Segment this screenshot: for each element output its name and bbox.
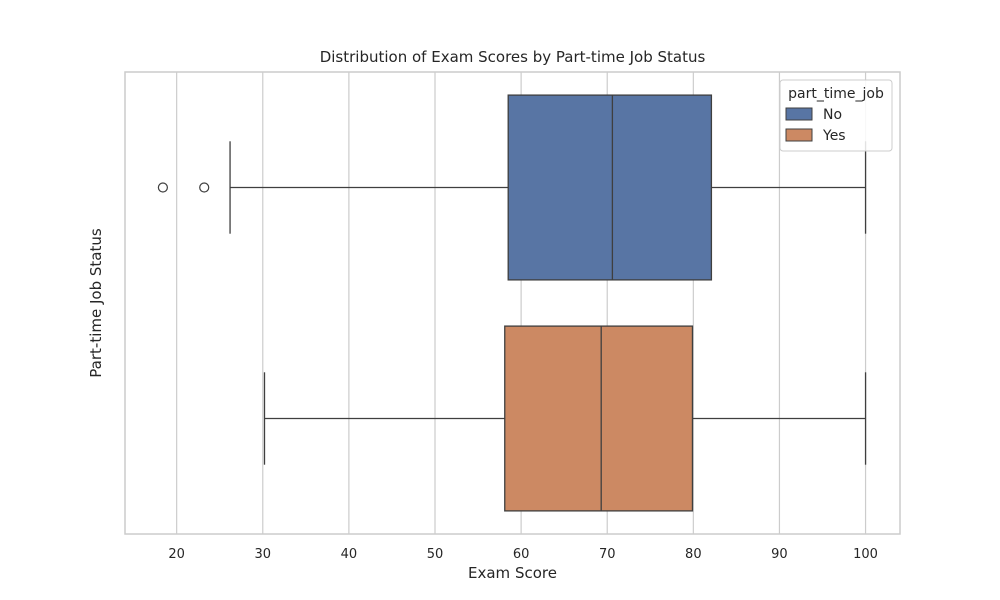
x-axis-label: Exam Score	[468, 564, 557, 582]
chart-title: Distribution of Exam Scores by Part-time…	[319, 48, 706, 66]
outlier-point	[157, 182, 168, 193]
legend-label-no: No	[823, 107, 842, 123]
legend-label-yes: Yes	[822, 128, 846, 144]
x-tick-label: 60	[513, 547, 530, 562]
box-yes	[504, 325, 694, 512]
x-tick-label: 90	[771, 547, 788, 562]
x-tick-label: 20	[168, 547, 185, 562]
box-no	[507, 94, 713, 281]
legend-title: part_time_job	[788, 86, 884, 102]
x-tick-label: 100	[853, 547, 878, 562]
x-tick-label: 70	[599, 547, 616, 562]
x-tick-label: 30	[255, 547, 272, 562]
plot-frame	[124, 71, 901, 535]
x-tick-label: 80	[685, 547, 702, 562]
legend-swatch-yes	[785, 128, 813, 142]
x-tick-label: 40	[341, 547, 358, 562]
outlier-point	[199, 182, 210, 193]
legend-swatch-no	[785, 107, 813, 121]
x-tick-label: 50	[427, 547, 444, 562]
